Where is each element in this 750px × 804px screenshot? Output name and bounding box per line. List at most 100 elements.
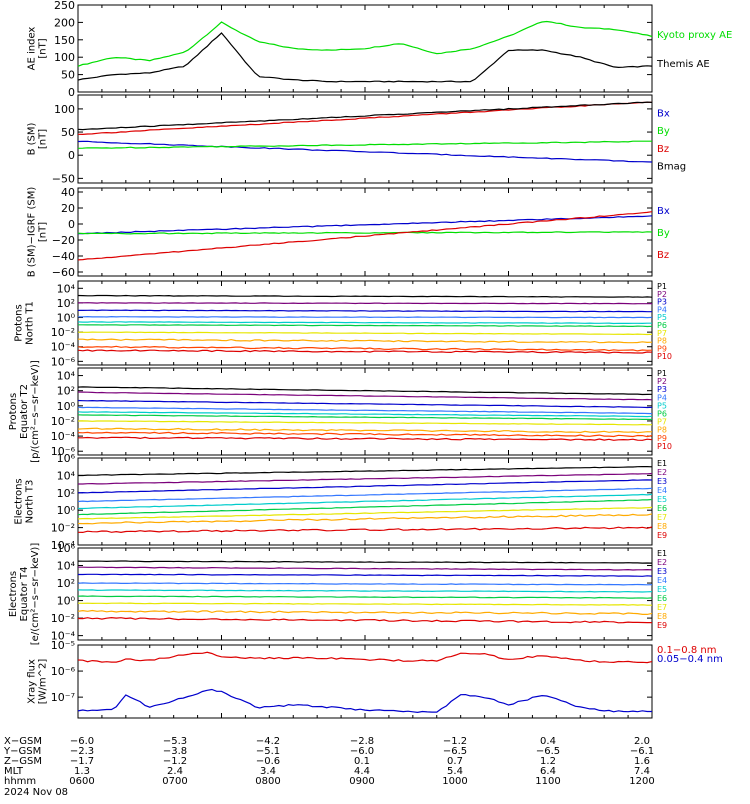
series-line [77,294,653,298]
orbit-value: −3.8 [163,746,187,757]
legend-label: Bx [657,109,670,120]
orbit-value: 0.1 [354,756,370,767]
series-line [78,324,653,328]
series-line [78,472,653,485]
y-axis-label: B (SM) [27,122,38,155]
series-line [77,345,653,352]
legend-label: P10 [657,352,672,361]
orbit-row-label: X−GSM [4,736,42,747]
legend-label: By [657,126,670,137]
series-line [78,315,653,319]
y-tick-label: 10⁻⁶ [51,665,76,678]
y-tick-label: 10⁻⁴ [51,539,76,552]
legend-label: P4 [657,305,667,314]
orbit-value: 1.3 [74,766,90,777]
orbit-value: 0600 [69,776,94,787]
series-line [77,302,653,305]
series-line [77,616,652,624]
date-label: 2024 Nov 08 [4,787,68,798]
y-axis-label: [e/(cm²−s−sr−keV)] [30,543,41,646]
y-tick-label: 100 [54,103,75,116]
orbit-value: 6.4 [540,766,556,777]
legend-label: P8 [657,337,667,346]
legend-label: E5 [657,585,667,594]
y-tick-label: 10⁻⁵ [51,639,75,652]
y-axis-label: AE index [27,27,38,71]
orbit-value: −6.1 [630,746,654,757]
orbit-value: −6.0 [70,736,94,747]
series-line [77,595,653,599]
y-axis-label: Equator T2 [19,384,30,439]
y-tick-label: 250 [54,0,75,12]
orbit-value: 0700 [162,776,187,787]
y-tick-label: 10⁻⁴ [51,341,76,354]
panel-2: −50 0 50 100 B (SM) [nT] Bx By Bz Bmag [27,94,686,185]
series-line [77,427,653,434]
series-line [77,406,653,415]
legend-label: P7 [657,329,667,338]
legend-label: 0.1−0.8 nm [657,645,716,656]
y-tick-label: 10⁻⁷ [51,691,75,704]
orbit-value: −2.8 [350,736,374,747]
legend-label: P7 [657,418,667,427]
legend-label: E4 [657,486,667,495]
series-line [77,498,653,516]
series-line [77,526,653,534]
legend-label: E2 [657,468,667,477]
orbit-value: −1.2 [163,756,187,767]
legend-label: P2 [657,377,667,386]
y-tick-label: 10⁴ [57,469,76,482]
orbit-row-label: Z−GSM [4,756,42,767]
y-axis-label: Electrons [14,478,25,524]
y-tick-label: 10⁻² [51,415,75,428]
series-line [77,560,653,564]
legend-label: Bz [657,250,669,261]
series-line [77,487,653,503]
panel-7: 10⁻⁴ 10⁻² 10⁰ 10² 10⁴ 10⁶ Electrons Equator T4[… [8,542,667,645]
orbit-value: 3.4 [260,766,276,777]
y-axis-label: Protons [8,393,19,430]
legend-label: E7 [657,513,667,522]
legend-label: P1 [657,282,667,291]
y-tick-label: 10⁰ [57,595,76,608]
panel-frame [77,644,653,719]
series-line [77,399,653,409]
legend-label: P8 [657,426,667,435]
legend-label: E4 [657,576,667,585]
y-axis-label: Equator T4 [19,567,30,622]
series-line [77,32,653,83]
series-line [78,573,653,577]
series-line [78,566,653,571]
y-tick-label: 10⁶ [57,452,76,465]
series-line [77,479,653,494]
legend-label: E6 [657,594,667,603]
legend-label: P5 [657,313,667,322]
y-axis-label: B (SM)−IGRF (SM) [27,187,38,278]
legend-label: P9 [657,344,667,353]
legend-label: P10 [657,442,672,451]
series-line [77,101,652,136]
series-line [77,414,653,421]
y-tick-label: 10² [57,385,75,398]
series-line [77,391,653,401]
legend-label: P6 [657,321,667,330]
legend-label: P1 [657,369,667,378]
series-line [78,436,653,441]
y-tick-label: 50 [61,69,75,82]
orbit-value: 0.4 [540,736,556,747]
y-tick-label: 10⁰ [57,312,76,325]
panel-frame [77,94,653,184]
series-line [78,309,652,313]
y-axis-label: [nT] [38,38,49,58]
series-line [77,331,653,336]
y-tick-label: 10⁰ [57,504,76,517]
series-line [77,411,653,418]
y-tick-label: 10⁰ [57,400,76,413]
panel-frame [77,367,653,456]
series-line [77,506,653,520]
y-tick-label: 150 [54,34,75,47]
y-tick-label: 100 [54,51,75,64]
legend-label: Kyoto proxy AE [657,30,732,41]
